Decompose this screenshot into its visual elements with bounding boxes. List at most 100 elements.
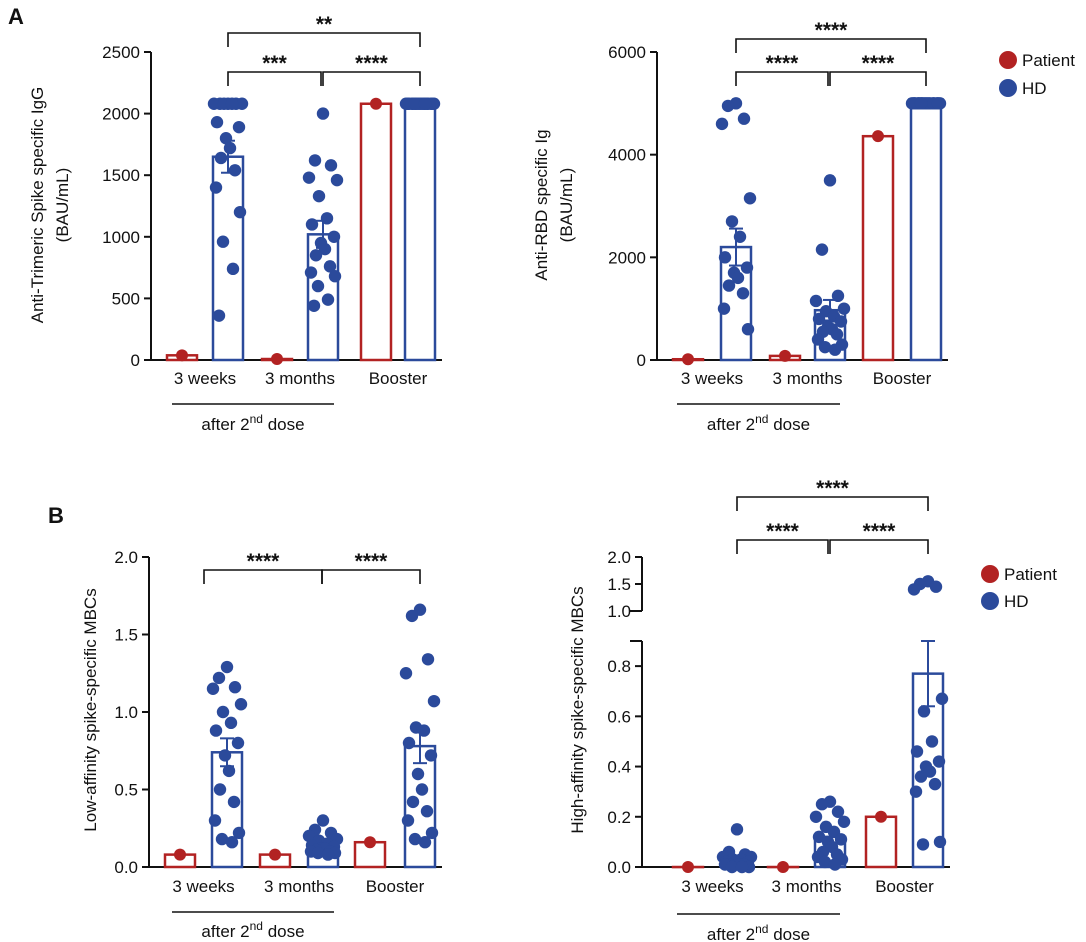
significance-bracket (227, 71, 322, 86)
hd-point (316, 107, 330, 120)
hd-point (228, 681, 242, 694)
hd-point (399, 667, 413, 680)
y-tick-label: 0.8 (607, 657, 631, 676)
hd-point (305, 218, 319, 231)
hd-point (233, 205, 247, 219)
hd-point (932, 755, 946, 768)
y-tick-label: 1.5 (607, 575, 631, 594)
hd-point (311, 846, 325, 860)
patient-point (872, 130, 884, 143)
group-note-part: dose (263, 922, 305, 941)
y-tick-label: 1000 (102, 228, 140, 247)
x-category-label: 3 weeks (681, 877, 743, 896)
significance-bracket (321, 569, 421, 584)
hd-point (718, 251, 732, 264)
hd-point (740, 261, 754, 274)
hd-point (417, 724, 431, 737)
hd-point (320, 212, 334, 225)
x-category-label: 3 months (264, 877, 334, 896)
y-tick-label: 0 (131, 351, 140, 370)
hd-bar (909, 102, 943, 362)
hd-point (302, 171, 316, 184)
hd-point (220, 660, 234, 674)
hd-point (311, 279, 325, 293)
hd-point (219, 132, 233, 145)
hd-point (424, 749, 438, 762)
hd-point (210, 116, 224, 129)
patient-point (364, 836, 376, 849)
hd-point (812, 830, 826, 844)
hd-point (213, 783, 227, 796)
significance-bracket (735, 71, 829, 86)
hd-point (809, 294, 823, 308)
hd-point (831, 289, 845, 303)
hd-point (418, 836, 432, 849)
patient-point (174, 848, 186, 861)
y-tick-label: 2.0 (114, 548, 138, 567)
x-category-label: Booster (873, 369, 932, 388)
hd-point (216, 705, 230, 719)
hd-point (234, 698, 248, 711)
y-axis-label: Anti-RBD specific Ig (532, 129, 551, 280)
patient-point (777, 861, 789, 873)
hd-point (815, 798, 829, 811)
hd-point (206, 682, 220, 695)
legend-hd-label-b: HD (1004, 592, 1029, 611)
hd-point (321, 293, 335, 306)
hd-point (216, 235, 230, 248)
y-axis-label: Anti-Trimeric Spike specific IgG (28, 87, 47, 323)
hd-point (923, 765, 937, 778)
hd-point (831, 805, 845, 818)
hd-point (222, 764, 236, 778)
x-category-label: 3 months (772, 877, 842, 896)
panel-label-a: A (8, 4, 24, 29)
significance-bracket (829, 71, 927, 86)
hd-point (743, 192, 757, 205)
y-tick-label: 4000 (608, 146, 646, 165)
hd-point (225, 97, 239, 110)
hd-point (321, 848, 335, 861)
group-note: after 2nd dose (707, 922, 810, 942)
significance-label: *** (262, 52, 287, 75)
legend-patient-marker-b (981, 565, 999, 583)
hd-point (828, 343, 842, 356)
hd-point (408, 832, 422, 846)
patient-point (682, 353, 694, 366)
group-note-part: after 2 (201, 922, 249, 941)
chart-anti-rbd-ig: 0 2000 4000 6000 Anti-RBD specific Ig (BAU/mL… (532, 19, 948, 434)
significance-label: **** (355, 550, 389, 573)
significance-label: **** (355, 52, 389, 75)
hd-point (312, 189, 326, 203)
significance-bracket (736, 496, 929, 511)
group-note-part: nd (250, 412, 263, 426)
hd-point (212, 671, 226, 685)
significance-label: **** (766, 52, 800, 75)
chart-anti-trimeric-spike-igg: 0 500 1000 1500 2000 2500 Anti-Trimeric Spike … (28, 13, 442, 434)
hd-point (420, 805, 434, 818)
y-tick-label: 500 (112, 289, 140, 308)
hd-point (402, 736, 416, 750)
significance-label: ** (316, 13, 333, 36)
hd-point (415, 783, 429, 796)
group-note: after 2nd dose (201, 412, 304, 434)
hd-point (834, 315, 848, 328)
hd-point (309, 249, 323, 262)
hd-point (231, 736, 245, 750)
y-tick-label: 2500 (102, 43, 140, 62)
chart-low-affinity-mbcs: 0.0 0.5 1.0 1.5 2.0 Low-affinity spike-specif… (81, 548, 442, 941)
hd-point (914, 770, 928, 783)
y-tick-label: 0.6 (607, 707, 631, 726)
y-tick-label: 0.2 (607, 808, 631, 827)
hd-point (722, 279, 736, 292)
hd-point (212, 309, 226, 322)
y-tick-label: 1.5 (114, 626, 138, 645)
patient-point (875, 810, 887, 823)
hd-point (316, 814, 330, 827)
x-category-label: 3 weeks (172, 877, 234, 896)
y-tick-label: 6000 (608, 43, 646, 62)
hd-point (731, 271, 745, 285)
hd-point (837, 302, 851, 315)
group-note-part: nd (755, 922, 768, 936)
hd-point (421, 653, 435, 666)
significance-label: **** (247, 550, 281, 573)
